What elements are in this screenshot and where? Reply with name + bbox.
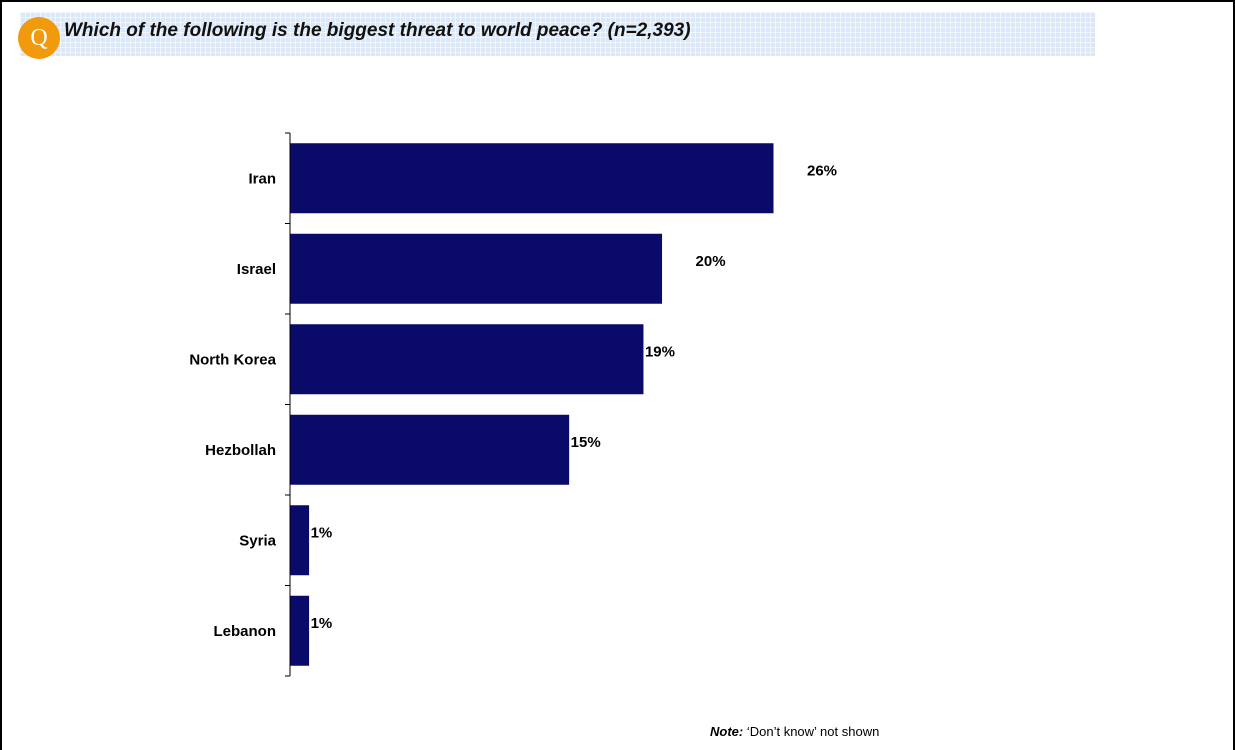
data-label: 20%: [696, 253, 726, 270]
bar-hezbollah: [290, 414, 570, 485]
category-label: Syria: [239, 532, 276, 549]
bar-syria: [290, 505, 310, 576]
question-banner: [20, 12, 1095, 56]
data-label: 1%: [311, 524, 333, 541]
footnote-label: Note:: [710, 724, 744, 739]
data-label: 19%: [645, 343, 675, 360]
category-label: Iran: [248, 170, 276, 187]
data-label: 26%: [807, 162, 837, 179]
footnote: Note: ‘Don’t know’ not shown: [710, 724, 879, 739]
category-label: Lebanon: [214, 623, 277, 640]
data-label: 15%: [571, 434, 601, 451]
bars: Iran 26% Israel 20% North Korea 19% Hezbollah 1…: [189, 132, 837, 677]
category-label: Israel: [237, 261, 276, 278]
footnote-text: ‘Don’t know’ not shown: [746, 724, 880, 739]
question-badge: Q: [18, 17, 60, 59]
question-text: Which of the following is the biggest th…: [64, 20, 691, 41]
bar-iran: [290, 143, 774, 214]
data-label: 1%: [311, 615, 333, 632]
bar-north-korea: [290, 324, 644, 395]
category-label: North Korea: [189, 351, 276, 368]
bar-lebanon: [290, 595, 310, 666]
bar-israel: [290, 233, 663, 304]
category-label: Hezbollah: [205, 442, 276, 459]
